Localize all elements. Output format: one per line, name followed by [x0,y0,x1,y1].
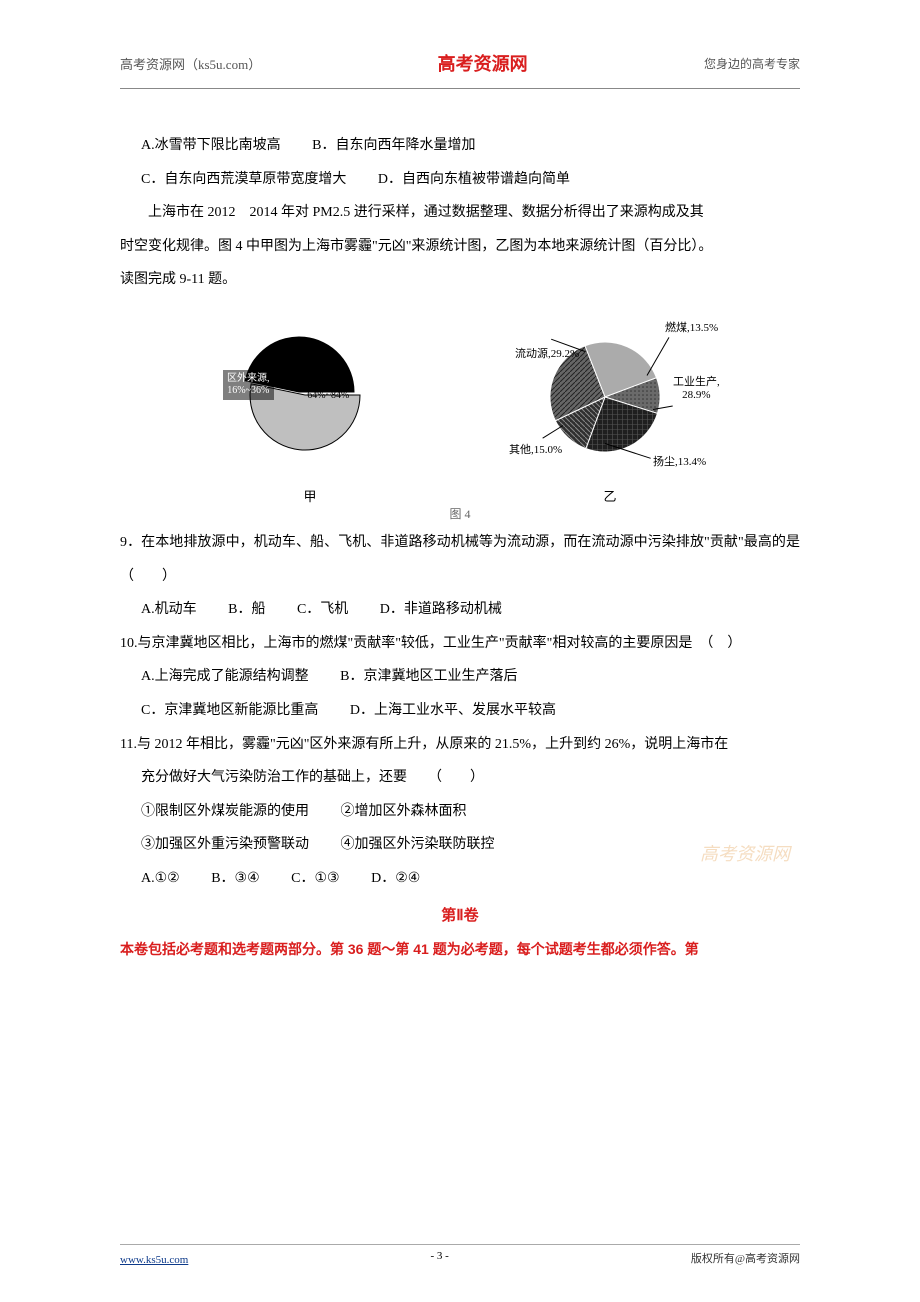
pie-right-label-industry: 工业生产, 28.9% [673,373,720,401]
passage-intro-2: 时空变化规律。图 4 中甲图为上海市雾霾"元凶"来源统计图，乙图为本地来源统计图… [120,239,712,254]
passage-reading-instruction: 读图完成 9-11 题。 [120,272,236,287]
question-11-item34: ③加强区外重污染预警联动 ④加强区外污染联防联控 [120,828,800,862]
footer-copyright: 版权所有@高考资源网 [691,1250,800,1266]
page-header: 高考资源网（ks5u.com） 高考资源网 您身边的高考专家 [120,50,800,76]
pie-left-label-outside-text: 区外来源, 16%~36% [227,373,270,396]
pie-charts-row: 区外来源, 16%~36% 本地来源, 64%~84% 甲 [120,315,800,495]
question-11-sub: 充分做好大气污染防治工作的基础上，还要 （ ） [120,761,800,795]
option-line-ab: A.冰雪带下限比南坡高 B．自东向西年降水量增加 [120,129,800,163]
pie-right-caption: 乙 [505,486,715,505]
option-line-cd: C．自东向西荒漠草原带宽度增大 D．自西向东植被带谱趋向简单 [120,163,800,197]
header-right-text: 您身边的高考专家 [704,55,800,72]
pie-chart-left: 区外来源, 16%~36% 本地来源, 64%~84% 甲 [205,315,415,495]
question-11-answers: A.①② B．③④ C．①③ D．②④ [120,862,800,896]
header-divider [120,88,800,89]
document-page: 高考资源网（ks5u.com） 高考资源网 您身边的高考专家 A.冰雪带下限比南… [0,0,920,1302]
footer-link[interactable]: www.ks5u.com [120,1254,188,1266]
section-2-intro: 本卷包括必考题和选考题两部分。第 36 题～第 41 题为必考题，每个试题考生都… [120,933,800,968]
question-11-item12: ①限制区外煤炭能源的使用 ②增加区外森林面积 [120,795,800,829]
passage-intro-1: 上海市在 2012 2014 年对 PM2.5 进行采样，通过数据整理、数据分析… [120,196,800,230]
question-10: 10.与京津冀地区相比，上海市的燃煤"贡献率"较低，工业生产"贡献率"相对较高的… [120,636,741,651]
pie-right-label-coal: 燃煤,13.5% [665,319,718,335]
document-body: A.冰雪带下限比南坡高 B．自东向西年降水量增加 C．自东向西荒漠草原带宽度增大… [120,129,800,297]
section-2-intro-text: 本卷包括必考题和选考题两部分。第 36 题～第 41 题为必考题，每个试题考生都… [120,941,699,957]
question-10-options-cd: C．京津冀地区新能源比重高 D．上海工业水平、发展水平较高 [120,694,800,728]
figure-caption: 图 4 [120,505,800,522]
pie-right-label-dust: 扬尘,13.4% [653,453,706,469]
question-11: 11.与 2012 年相比，雾霾"元凶"区外来源有所上升，从原来的 21.5%，… [120,737,728,752]
pie-chart-right: 流动源,29.2% 燃煤,13.5% 工业生产, 28.9% 扬尘,13.4% … [505,315,715,495]
pie-right-label-mobile: 流动源,29.2% [515,345,579,361]
page-footer: www.ks5u.com - 3 - 版权所有@高考资源网 [120,1244,800,1266]
pie-left-label-local: 本地来源, 64%~84% [303,375,354,405]
header-left-text: 高考资源网（ks5u.com） [120,54,261,73]
questions-block: 9．在本地排放源中，机动车、船、飞机、非道路移动机械等为流动源，而在流动源中污染… [120,526,800,896]
pie-right-label-other: 其他,15.0% [509,441,562,457]
section-2-title: 第Ⅱ卷 [120,904,800,925]
figure-4: 区外来源, 16%~36% 本地来源, 64%~84% 甲 [120,315,800,522]
pie-left-caption: 甲 [205,486,415,505]
question-9-options: A.机动车 B．船 C．飞机 D．非道路移动机械 [120,593,800,627]
footer-page-number: - 3 - [430,1250,448,1262]
question-10-options-ab: A.上海完成了能源结构调整 B．京津冀地区工业生产落后 [120,660,800,694]
header-center-brand: 高考资源网 [438,50,528,76]
footer-left: www.ks5u.com [120,1254,188,1266]
pie-left-label-outside: 区外来源, 16%~36% [223,370,274,400]
pie-left-label-local-text: 本地来源, 64%~84% [307,378,350,401]
question-9: 9．在本地排放源中，机动车、船、飞机、非道路移动机械等为流动源，而在流动源中污染… [120,535,828,584]
